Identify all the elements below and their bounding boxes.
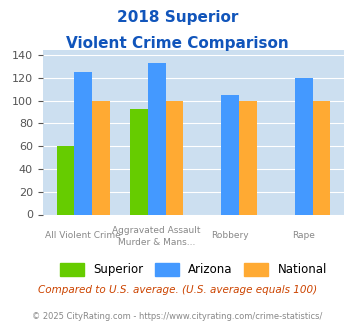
- Text: Aggravated Assault: Aggravated Assault: [113, 226, 201, 235]
- Legend: Superior, Arizona, National: Superior, Arizona, National: [55, 259, 332, 281]
- Bar: [239, 101, 257, 214]
- Text: Robbery: Robbery: [212, 231, 249, 240]
- Text: Compared to U.S. average. (U.S. average equals 100): Compared to U.S. average. (U.S. average …: [38, 285, 317, 295]
- Bar: [295, 78, 313, 214]
- Text: © 2025 CityRating.com - https://www.cityrating.com/crime-statistics/: © 2025 CityRating.com - https://www.city…: [32, 312, 323, 321]
- Bar: [56, 146, 74, 214]
- Bar: [92, 101, 110, 214]
- Bar: [130, 109, 148, 214]
- Bar: [313, 101, 331, 214]
- Text: All Violent Crime: All Violent Crime: [45, 231, 121, 240]
- Bar: [165, 101, 183, 214]
- Text: 2018 Superior: 2018 Superior: [117, 10, 238, 25]
- Bar: [74, 72, 92, 214]
- Bar: [148, 63, 165, 214]
- Text: Violent Crime Comparison: Violent Crime Comparison: [66, 36, 289, 51]
- Bar: [222, 95, 239, 214]
- Text: Rape: Rape: [293, 231, 315, 240]
- Text: Murder & Mans...: Murder & Mans...: [118, 238, 195, 247]
